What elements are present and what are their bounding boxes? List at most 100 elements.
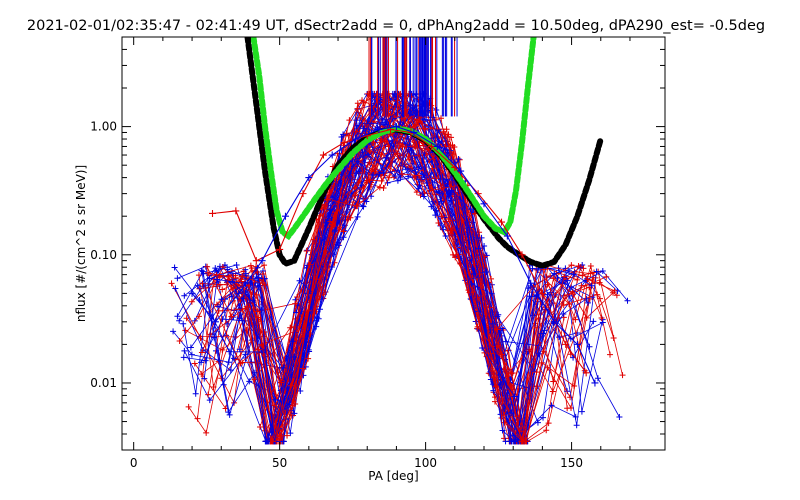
x-tick-label: 150 [560,456,583,470]
trace-marker [202,357,209,364]
trace-marker [325,196,332,203]
trace-marker [490,387,497,394]
trace-marker [353,117,360,124]
trace-marker [204,269,211,276]
trace-marker [296,277,303,284]
trace-marker [587,262,594,269]
trace-marker [372,168,379,175]
trace-marker [201,375,208,382]
trace-marker [192,390,199,397]
trace-marker [198,349,205,356]
trace-marker [422,125,429,132]
trace-marker [599,268,606,275]
trace-marker [200,270,207,277]
trace-marker [366,177,373,184]
trace-marker [238,276,245,283]
trace-marker [478,234,485,241]
trace-marker [376,184,383,191]
trace-marker [435,126,442,133]
trace-marker [272,396,279,403]
trace-marker [590,318,597,325]
trace-marker [538,359,545,366]
trace-marker [251,376,258,383]
trace-marker [544,291,551,298]
trace-marker [549,388,556,395]
trace-marker [289,402,296,409]
trace-marker [216,281,223,288]
trace-marker [545,420,552,427]
trace-marker [206,275,213,282]
trace-marker [299,365,306,372]
series-point [188,289,196,297]
trace-marker [176,337,183,344]
trace-marker [616,414,623,421]
trace-marker [354,213,361,220]
trace-marker [442,233,449,240]
trace-marker [230,285,237,292]
trace-marker [560,310,567,317]
trace-marker [501,435,508,442]
series-point [518,251,526,259]
trace-marker [511,438,518,445]
trace-marker [575,263,582,270]
trace-marker [261,262,268,269]
trace-marker [451,143,458,150]
trace-marker [237,360,244,367]
trace-marker [346,117,353,124]
trace-marker [233,262,240,269]
trace-marker [594,375,601,382]
trace-marker [533,369,540,376]
series-line-red [212,128,587,374]
trace-line [285,120,592,420]
trace-marker [174,313,181,320]
trace-marker [611,287,618,294]
trace-marker [212,265,219,272]
trace-marker [443,126,450,133]
trace-marker [181,347,188,354]
trace-marker [258,341,265,348]
trace-marker [364,90,371,97]
trace-marker [369,172,376,179]
trace-marker [476,270,483,277]
trace-marker [225,409,232,416]
trace-marker [198,267,205,274]
x-axis-label: PA [deg] [368,469,418,483]
trace-marker [488,275,495,282]
trace-marker [613,292,620,299]
trace-marker [225,359,232,366]
trace-marker [593,268,600,275]
y-tick-label: 0.10 [90,248,117,262]
trace-marker [566,267,573,274]
y-axis: 0.01 0.10 1.00 [90,36,665,451]
trace-marker [180,320,187,327]
series-point [427,142,435,150]
trace-marker [242,351,249,358]
trace-marker [584,299,591,306]
trace-marker [364,151,371,158]
trace-marker [181,292,188,299]
trace-marker [180,354,187,361]
trace-marker [578,408,585,415]
trace-marker [624,297,631,304]
trace-marker [570,291,577,298]
trace-marker [171,264,178,271]
trace-marker [216,263,223,270]
trace-marker [259,271,266,278]
trace-marker [346,132,353,139]
vertical-markers [368,37,458,117]
trace-marker [481,349,488,356]
trace-marker [599,319,606,326]
series-point [375,125,383,133]
trace-marker [598,315,605,322]
trace-marker [229,278,236,285]
series-point [209,209,216,217]
trace-marker [219,316,226,323]
trace-marker [475,245,482,252]
trace-marker [219,346,226,353]
trace-marker [236,346,243,353]
trace-marker [326,218,333,225]
trace-marker [447,230,454,237]
x-tick-label: 50 [272,456,287,470]
trace-marker [314,314,321,321]
trace-marker [271,402,278,409]
